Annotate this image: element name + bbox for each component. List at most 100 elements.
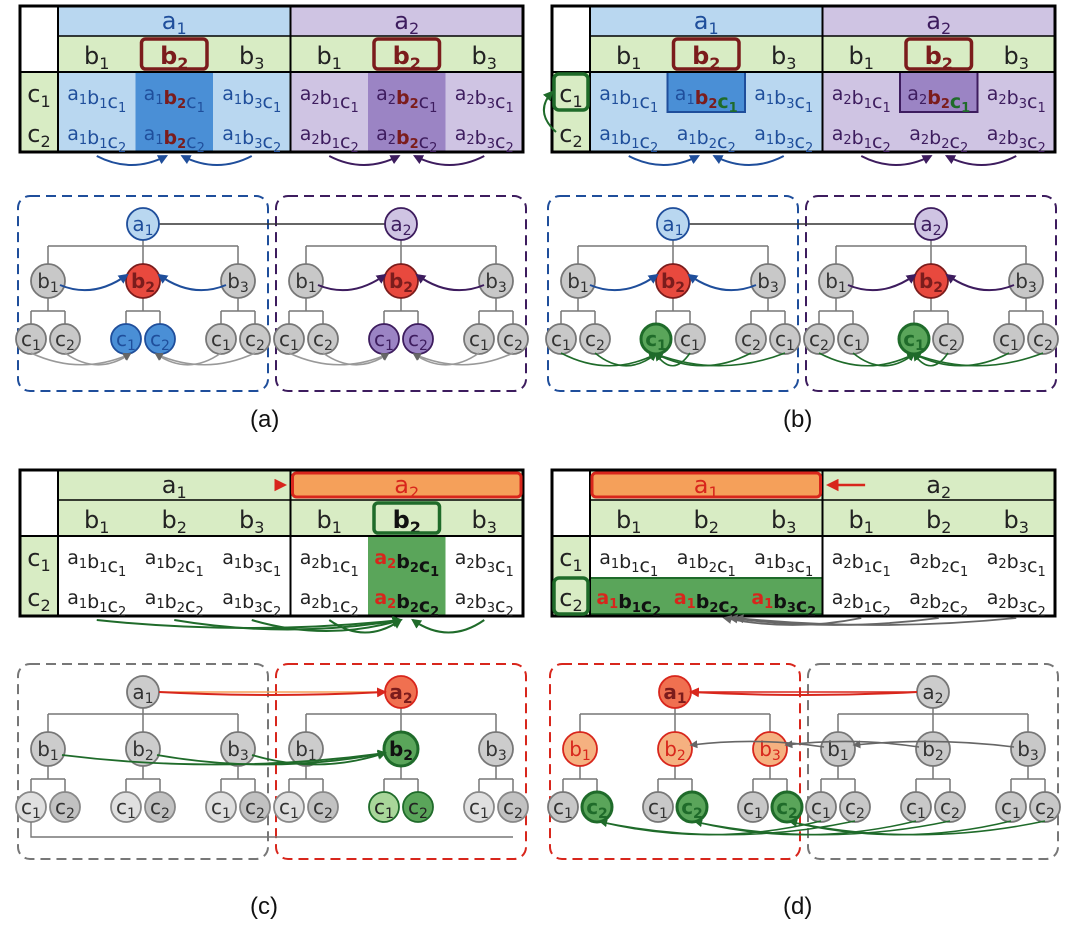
tree-mid-node	[125, 731, 161, 767]
tree-leaf-node	[900, 791, 932, 823]
column-highlight	[368, 72, 446, 152]
mid-header-label: b2	[393, 42, 421, 73]
tree-leaf-node-label: c1	[680, 327, 700, 354]
tree-leaf-node-label: c2	[586, 795, 608, 822]
top-header-bg	[590, 6, 823, 36]
row-header-label: c1	[27, 80, 50, 111]
table-cell: a2b3c2	[987, 123, 1046, 156]
table-cell: a1b1c2	[67, 123, 126, 156]
row-header-label: c1	[27, 544, 50, 575]
row-header-bg	[20, 536, 58, 616]
tree-leaf-node	[497, 791, 529, 823]
table-arrow	[860, 155, 933, 166]
tree-leaf-node-label: c2	[776, 795, 798, 822]
tree-leaf-node-label: c2	[940, 795, 960, 822]
tree-panel-0: c1 c2 c1 c2 c1 c2 c1 c2 c1 c2 c1 c2 b1 b2 b3 b1 b2 b3 a1 a2	[15, 195, 529, 392]
mid-header-label: b2	[692, 42, 720, 73]
tree-leaf-node	[205, 323, 237, 355]
tree-leaf-node-label: c2	[150, 795, 170, 822]
table-cell: a1b1c1	[599, 547, 658, 580]
tree-mid-node-label: b1	[827, 737, 849, 764]
tree-leaf-node-label: c2	[938, 327, 958, 354]
tree-arrow	[154, 352, 256, 366]
tree-mid-node	[562, 731, 598, 767]
mid-header-label: b3	[771, 42, 796, 73]
tree-mid-node-label: b1	[37, 269, 59, 296]
tree-arrow	[156, 749, 387, 766]
tree-leaf-node	[15, 323, 47, 355]
tree-mid-node	[1008, 263, 1044, 299]
tree-leaf-node	[839, 791, 871, 823]
mid-header-label: b3	[472, 42, 497, 73]
table-cell: a2b2c2	[909, 587, 968, 620]
mid-header-label: b1	[616, 42, 641, 73]
tree-leaf-node-label: c1	[211, 327, 231, 354]
table-cell: a1b1c2	[67, 587, 126, 620]
tree-link	[30, 822, 513, 838]
tree-leaf-node-label: c2	[245, 795, 265, 822]
table-cell: a1b2c2	[145, 587, 204, 620]
mid-header-highlight-box	[671, 37, 741, 71]
tree-leaf-node	[239, 791, 271, 823]
top-header-bg	[58, 470, 291, 500]
tree-mid-node-label: b3	[757, 269, 779, 296]
table-cell: a2b3c1	[455, 547, 514, 580]
tree-leaf-node	[805, 791, 837, 823]
tree-leaf-node-label: c1	[116, 327, 136, 354]
table-arrow	[628, 155, 701, 166]
tree-leaf-node	[368, 791, 400, 823]
caption-d: (d)	[783, 893, 813, 920]
tree-root-node-label: a1	[662, 212, 683, 239]
tree-mid-node	[382, 730, 420, 768]
tree-leaf-node	[307, 791, 339, 823]
row-header-bg	[552, 536, 590, 616]
tree-mid-node	[288, 263, 324, 299]
table-arrow	[712, 155, 785, 166]
column-highlight	[368, 536, 446, 616]
table-cell: a1b2c2	[677, 123, 736, 156]
top-header-label: a2	[394, 7, 419, 38]
tree-arrow	[945, 273, 1015, 292]
table-cell: a1b1c1	[67, 547, 126, 580]
mid-header-label: b3	[239, 42, 264, 73]
table-cell: a1b1c1	[599, 83, 658, 116]
tree-arrow	[317, 273, 387, 292]
tree-leaf-node	[1027, 323, 1059, 355]
tree-leaf-node	[463, 323, 495, 355]
table-cell: a1b3c1	[222, 83, 281, 116]
tree-leaf-node	[144, 791, 176, 823]
mid-header-label: b3	[472, 506, 497, 537]
tree-arrow	[654, 352, 786, 367]
tree-arrow	[158, 687, 387, 698]
tree-leaf-node-label: c2	[741, 327, 761, 354]
mid-header-label: b3	[1004, 42, 1029, 73]
tree-root-node-label: a1	[132, 212, 153, 239]
tree-arrow	[64, 352, 132, 366]
body-bg	[58, 536, 291, 616]
table-arrow	[174, 616, 403, 631]
table-border	[18, 4, 525, 154]
table-cell: a1b2c1	[675, 83, 738, 116]
tree-leaf-node-label: c1	[279, 795, 299, 822]
tree-mid-node-label: b3	[227, 269, 249, 296]
row-header-label: c2	[559, 584, 582, 615]
tree-mid-node-label: b2	[661, 269, 685, 296]
tree-leaf-node-label: c1	[906, 795, 926, 822]
tree-arrow	[415, 273, 485, 292]
tree-leaf-node-label: c1	[775, 327, 795, 354]
table-arrow	[412, 155, 485, 166]
tree-leaf-node-label: c1	[843, 327, 863, 354]
tree-leaf-node-label: c2	[585, 327, 605, 354]
table-cell: a1b2c1	[144, 83, 205, 116]
tree-mid-node-label: b2	[389, 269, 413, 296]
tree-leaf-node	[769, 323, 801, 355]
tree-frame	[17, 195, 269, 392]
tree-mid-node	[220, 263, 256, 299]
tree-leaf-node	[273, 323, 305, 355]
table-arrow	[734, 614, 1017, 626]
tree-arrow	[847, 273, 917, 292]
tree-leaf-node	[675, 790, 709, 824]
tree-root-node-label: a1	[132, 680, 153, 707]
tree-mid-node	[818, 263, 854, 299]
